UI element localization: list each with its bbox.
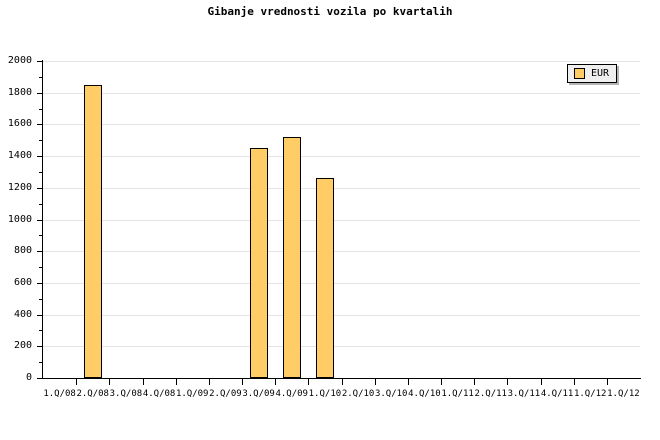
gridline xyxy=(43,61,640,62)
x-axis-label: 2.Q/09 xyxy=(209,389,242,399)
x-axis-tick xyxy=(474,379,476,385)
y-axis-minor-tick xyxy=(39,140,43,142)
x-axis-tick xyxy=(407,379,409,385)
chart-title: Gibanje vrednosti vozila po kvartalih xyxy=(207,5,453,18)
y-axis-tick xyxy=(37,61,43,62)
x-axis-label: 3.Q/09 xyxy=(242,389,275,399)
gridline xyxy=(43,314,640,316)
y-axis-minor-tick xyxy=(39,267,43,269)
bar[interactable] xyxy=(282,137,301,378)
x-axis-tick xyxy=(175,379,177,385)
y-axis-tick xyxy=(37,282,43,284)
x-axis-label: 4.Q/08 xyxy=(142,389,176,399)
y-axis-minor-tick xyxy=(39,108,43,110)
y-axis-label: 2000 xyxy=(7,55,32,66)
x-axis-label: 3.Q/10 xyxy=(374,389,408,399)
x-axis-tick xyxy=(573,379,575,385)
x-axis-label: 1.Q/10 xyxy=(308,389,342,399)
y-axis-tick xyxy=(37,92,43,94)
x-axis-tick xyxy=(540,379,542,385)
y-axis-tick xyxy=(37,314,43,316)
gridline xyxy=(43,92,640,94)
x-axis-tick xyxy=(441,379,442,385)
x-axis-label: 4.Q/11 xyxy=(540,389,574,399)
y-axis-minor-tick xyxy=(39,298,43,300)
x-axis-label: 2.Q/11 xyxy=(474,389,507,399)
x-axis-tick xyxy=(208,379,210,385)
x-axis-label: 1.Q/09 xyxy=(175,389,209,399)
y-axis-minor-tick xyxy=(39,235,43,237)
bar[interactable] xyxy=(249,148,268,378)
y-axis-label: 1400 xyxy=(7,150,32,162)
y-axis-tick xyxy=(37,187,43,189)
y-axis-minor-tick xyxy=(39,362,43,364)
gridline xyxy=(43,124,640,126)
y-axis-label: 800 xyxy=(13,245,32,257)
x-axis-label: 3.Q/11 xyxy=(507,389,541,399)
x-axis-label: 1.Q/12 xyxy=(607,389,640,399)
y-axis-tick xyxy=(37,346,43,348)
y-axis-label: 600 xyxy=(13,276,32,288)
y-axis-label: 400 xyxy=(13,308,32,320)
x-axis-tick xyxy=(142,379,144,385)
gridline xyxy=(43,251,640,253)
y-axis-minor-tick xyxy=(39,203,43,205)
bar[interactable] xyxy=(315,178,334,378)
x-axis-label: 2.Q/10 xyxy=(341,389,375,399)
legend-label-eur: EUR xyxy=(591,68,610,79)
x-axis-label: 1.Q/12 xyxy=(573,389,607,399)
y-axis-label: 200 xyxy=(13,340,32,352)
y-axis-minor-tick xyxy=(39,171,43,173)
y-axis-tick xyxy=(37,378,43,379)
y-axis-tick xyxy=(37,219,43,221)
y-axis-minor-tick xyxy=(39,76,43,78)
gridline xyxy=(43,346,640,348)
y-axis-label: 1600 xyxy=(7,118,32,130)
plot-area xyxy=(43,61,640,378)
x-axis-label: 1.Q/11 xyxy=(441,389,474,399)
bar[interactable] xyxy=(83,84,102,378)
gridline xyxy=(43,282,640,284)
x-axis-label: 3.Q/08 xyxy=(109,389,143,399)
y-axis-label: 1000 xyxy=(7,213,32,225)
x-axis-tick xyxy=(606,379,608,385)
y-axis-tick xyxy=(37,251,43,253)
x-axis-label: 2.Q/08 xyxy=(76,389,109,399)
x-axis-line xyxy=(42,378,641,379)
y-axis-tick xyxy=(37,156,43,158)
gridline xyxy=(43,187,640,189)
gridline xyxy=(43,156,640,158)
x-axis-label: 4.Q/10 xyxy=(408,389,441,399)
y-axis-minor-tick xyxy=(39,330,43,332)
y-axis-label: 1800 xyxy=(7,86,32,98)
x-axis-tick xyxy=(242,379,243,385)
x-axis-tick xyxy=(374,379,376,385)
y-axis-label: 0 xyxy=(25,372,32,383)
x-axis-tick xyxy=(507,379,509,385)
legend-swatch-eur xyxy=(574,68,585,79)
x-axis-label: 4.Q/09 xyxy=(275,389,308,399)
x-axis-tick xyxy=(275,379,277,385)
x-axis-tick xyxy=(76,379,78,385)
x-axis-tick xyxy=(341,379,343,385)
y-axis-tick xyxy=(37,124,43,126)
x-axis-tick xyxy=(109,379,111,385)
chart-legend[interactable]: EUR xyxy=(567,64,618,83)
x-axis-label: 1.Q/08 xyxy=(43,389,76,399)
y-axis-label: 1200 xyxy=(7,181,32,193)
gridline xyxy=(43,219,640,221)
x-axis-tick xyxy=(308,379,310,385)
